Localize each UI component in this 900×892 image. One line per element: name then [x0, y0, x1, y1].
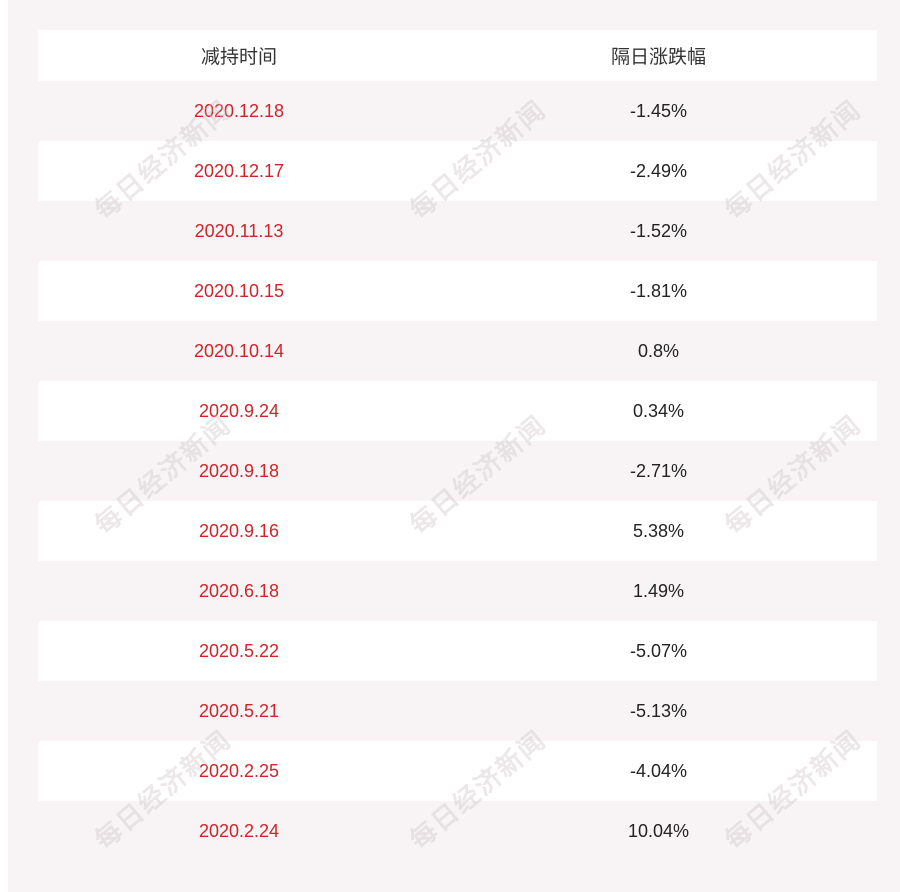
table-row: 2020.12.18 -1.45%	[38, 81, 877, 141]
row-date: 2020.10.14	[193, 340, 285, 361]
table-row: 2020.5.22 -5.07%	[38, 621, 877, 681]
row-change: -4.04%	[629, 760, 688, 781]
table-row: 2020.5.21 -5.13%	[38, 681, 877, 741]
table-row: 2020.9.16 5.38%	[38, 501, 877, 561]
table-panel: 减持时间 隔日涨跌幅 2020.12.18 -1.45% 2020.12.17 …	[8, 0, 900, 892]
table-row: 2020.2.24 10.04%	[38, 801, 877, 861]
table-row: 2020.9.24 0.34%	[38, 381, 877, 441]
table-row: 2020.10.14 0.8%	[38, 321, 877, 381]
row-date: 2020.2.24	[198, 820, 280, 841]
table-row: 2020.9.18 -2.71%	[38, 441, 877, 501]
row-change: -2.71%	[629, 460, 688, 481]
table-row: 2020.12.17 -2.49%	[38, 141, 877, 201]
row-date: 2020.2.25	[198, 760, 280, 781]
row-date: 2020.5.21	[198, 700, 280, 721]
row-date: 2020.5.22	[198, 640, 280, 661]
row-change: -5.13%	[629, 700, 688, 721]
row-date: 2020.6.18	[198, 580, 280, 601]
row-change: 5.38%	[632, 520, 685, 541]
row-change: 10.04%	[627, 820, 690, 841]
row-date: 2020.12.17	[193, 160, 285, 181]
table-header: 减持时间 隔日涨跌幅	[38, 30, 877, 81]
header-date: 减持时间	[200, 47, 277, 68]
row-date: 2020.9.18	[198, 460, 280, 481]
row-change: -1.45%	[629, 100, 688, 121]
row-date: 2020.9.24	[198, 400, 280, 421]
row-change: 1.49%	[632, 580, 685, 601]
row-date: 2020.9.16	[198, 520, 280, 541]
row-change: -1.81%	[629, 280, 688, 301]
row-date: 2020.12.18	[193, 100, 285, 121]
row-change: -5.07%	[629, 640, 688, 661]
table-row: 2020.6.18 1.49%	[38, 561, 877, 621]
row-date: 2020.10.15	[193, 280, 285, 301]
table-row: 2020.2.25 -4.04%	[38, 741, 877, 801]
row-change: -1.52%	[629, 220, 688, 241]
table-row: 2020.10.15 -1.81%	[38, 261, 877, 321]
row-change: 0.34%	[632, 400, 685, 421]
row-change: -2.49%	[629, 160, 688, 181]
row-change: 0.8%	[637, 340, 680, 361]
table-row: 2020.11.13 -1.52%	[38, 201, 877, 261]
header-change: 隔日涨跌幅	[610, 47, 706, 68]
reduction-table: 减持时间 隔日涨跌幅 2020.12.18 -1.45% 2020.12.17 …	[38, 30, 877, 861]
row-date: 2020.11.13	[194, 220, 284, 241]
